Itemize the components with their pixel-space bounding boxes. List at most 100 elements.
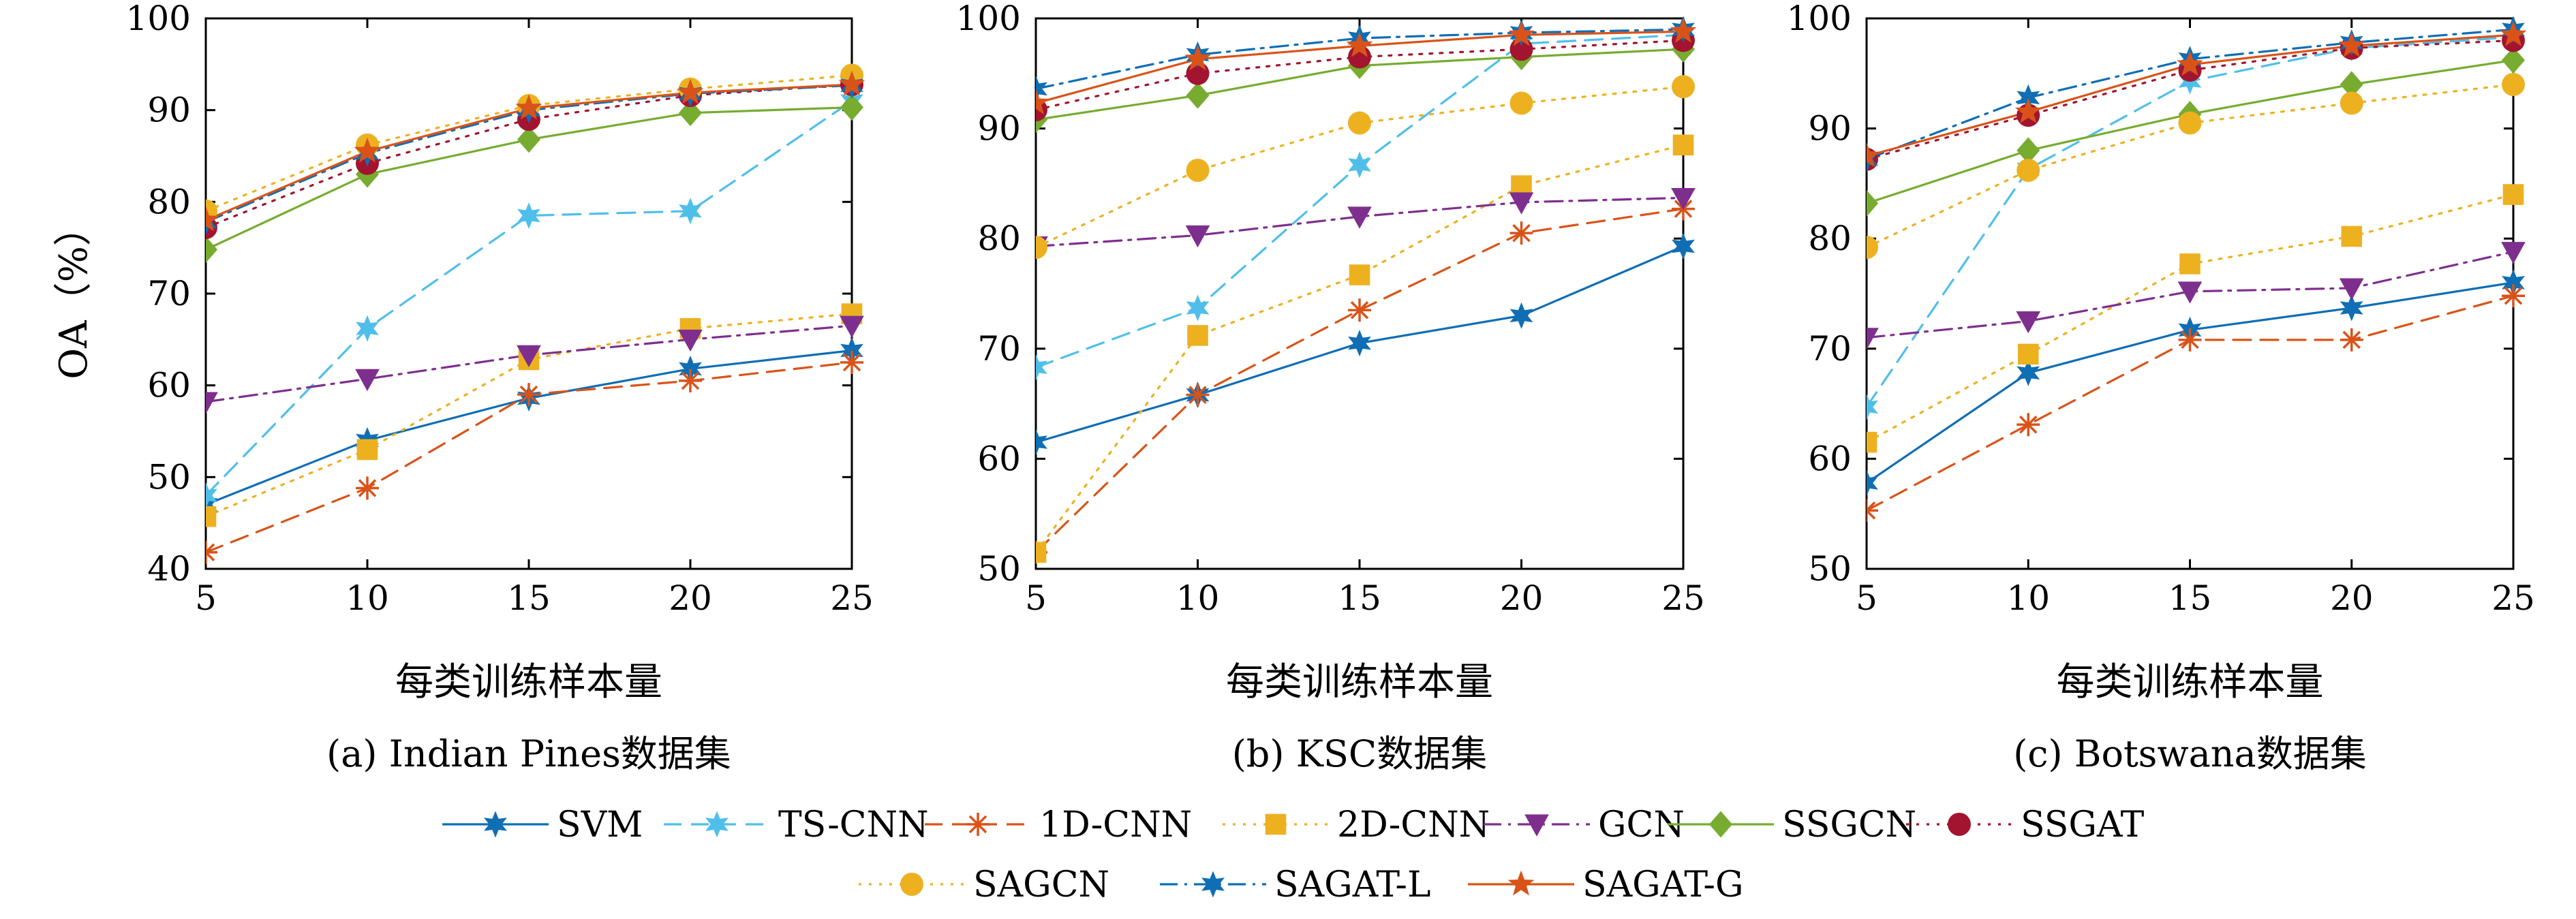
series-line-SSGAT — [206, 83, 853, 229]
series-line-SAGAT-L — [1867, 28, 2515, 161]
data-point-SAGAT-L — [2017, 84, 2040, 111]
legend-label: SVM — [557, 805, 643, 845]
data-point-SSGCN — [2340, 71, 2363, 98]
data-point-SVM — [2017, 359, 2040, 386]
data-point-SAGAT-G — [515, 94, 542, 120]
data-point-1D-CNN — [1348, 298, 1371, 322]
y-tick-label: 50 — [147, 457, 191, 497]
data-point-1D-CNN-stroke — [681, 371, 700, 390]
data-point-1D-CNN-stroke — [2504, 286, 2523, 305]
data-point-SAGCN — [1867, 236, 1878, 260]
data-point-SSGCN — [2017, 137, 2040, 164]
y-tick-label: 90 — [147, 91, 191, 130]
data-point-GCN — [1867, 328, 1879, 350]
data-point-SAGAT-L — [1036, 75, 1047, 102]
x-axis-label: 每类训练样本量 — [395, 660, 662, 704]
data-point-SAGAT-G — [206, 206, 219, 232]
series-line-2D-CNN — [206, 313, 853, 518]
legend-label: 1D-CNN — [1039, 805, 1192, 845]
data-point-1D-CNN-stroke — [2181, 330, 2199, 349]
data-point-1D-CNN-stroke — [206, 550, 215, 562]
legend-item-TS-CNN: TS-CNN — [664, 805, 929, 845]
y-tick-label: 50 — [977, 549, 1021, 589]
legend-label: SAGAT-L — [1274, 865, 1431, 905]
data-point-2D-CNN — [1867, 431, 1877, 453]
legend-item-2D-CNN: 2D-CNN — [1223, 805, 1490, 845]
x-tick-label: 5 — [1856, 578, 1877, 618]
y-tick-label: 80 — [977, 219, 1021, 258]
legend-label: SAGAT-G — [1582, 865, 1744, 905]
y-tick-label: 60 — [977, 439, 1021, 478]
series-group — [1036, 16, 1697, 564]
legend-item-1D-CNN: 1D-CNN — [925, 805, 1192, 845]
data-point-1D-CNN — [356, 476, 379, 500]
x-tick-label: 20 — [1500, 578, 1544, 618]
data-point-GCN — [2016, 311, 2041, 334]
legend-marker — [900, 873, 923, 896]
y-tick-label: 80 — [1808, 219, 1852, 258]
data-point-1D-CNN — [2017, 413, 2040, 437]
data-point-GCN — [2501, 242, 2526, 264]
data-point-1D-CNN — [2340, 328, 2363, 352]
data-point-SAGAT-G — [838, 70, 865, 96]
legend-item-SAGAT-G: SAGAT-G — [1468, 865, 1744, 905]
data-point-SVM — [840, 337, 863, 364]
data-point-SAGAT-G — [1184, 45, 1211, 71]
data-point-SAGAT-G — [1867, 142, 1880, 168]
data-point-SAGCN — [2178, 111, 2202, 135]
data-point-2D-CNN — [1349, 264, 1370, 285]
data-point-1D-CNN — [1186, 383, 1210, 407]
data-point-1D-CNN — [517, 383, 540, 407]
x-tick-label: 25 — [1661, 578, 1705, 618]
data-point-TS-CNN — [1186, 294, 1210, 322]
series-line-GCN — [206, 324, 853, 403]
data-point-1D-CNN-stroke — [1189, 386, 1207, 404]
data-point-GCN — [1347, 206, 1372, 229]
data-point-SAGAT-G — [354, 137, 381, 163]
data-point-1D-CNN — [840, 351, 863, 374]
data-point-2D-CNN — [1187, 325, 1208, 346]
legend-marker — [705, 811, 729, 838]
data-point-SAGCN — [1186, 159, 1210, 183]
data-point-GCN — [2339, 278, 2364, 300]
series-line-SVM — [1867, 281, 2515, 484]
data-point-SAGAT-G — [2500, 20, 2527, 46]
data-point-SVM — [1036, 429, 1047, 456]
data-point-SSGCN — [206, 236, 217, 263]
y-tick-label: 90 — [1808, 109, 1852, 149]
panel-caption: (a) Indian Pines数据集 — [326, 732, 731, 775]
y-tick-label: 70 — [1808, 329, 1852, 369]
data-point-1D-CNN-stroke — [519, 385, 538, 404]
legend-marker — [1709, 811, 1732, 838]
data-point-SAGAT-G — [1036, 89, 1049, 114]
legend-item-GCN: GCN — [1484, 805, 1685, 845]
x-tick-label: 15 — [1338, 578, 1381, 618]
data-point-1D-CNN-stroke — [1867, 508, 1876, 520]
x-tick-label: 5 — [195, 578, 217, 618]
data-point-SSGCN — [1186, 82, 1210, 109]
legend-label: TS-CNN — [778, 805, 929, 845]
data-point-2D-CNN — [2017, 343, 2039, 365]
data-point-GCN — [1509, 192, 1534, 215]
data-point-GCN — [355, 369, 380, 392]
x-tick-label: 10 — [346, 578, 389, 618]
data-point-TS-CNN — [679, 198, 702, 225]
data-point-SAGCN — [2340, 91, 2363, 115]
data-point-TS-CNN — [1348, 151, 1371, 178]
y-tick-label: 90 — [977, 109, 1021, 149]
data-point-1D-CNN-stroke — [1350, 300, 1369, 320]
data-point-GCN — [2177, 281, 2203, 304]
legend-marker — [966, 813, 990, 836]
data-point-SSGCN — [517, 126, 540, 153]
y-tick-label: 100 — [956, 0, 1021, 38]
legend-item-SSGAT: SSGAT — [1906, 805, 2145, 845]
legend-marker — [1507, 870, 1535, 896]
data-point-SAGAT-G — [677, 78, 704, 104]
data-point-SSGCN — [840, 94, 863, 121]
y-tick-label: 100 — [1787, 0, 1852, 38]
y-axis-label: OA（%） — [52, 208, 96, 379]
data-point-SVM — [2340, 294, 2363, 322]
series-line-SSGAT — [1867, 39, 2515, 161]
data-point-TS-CNN — [1867, 393, 1878, 420]
data-point-1D-CNN-stroke — [2342, 330, 2361, 349]
